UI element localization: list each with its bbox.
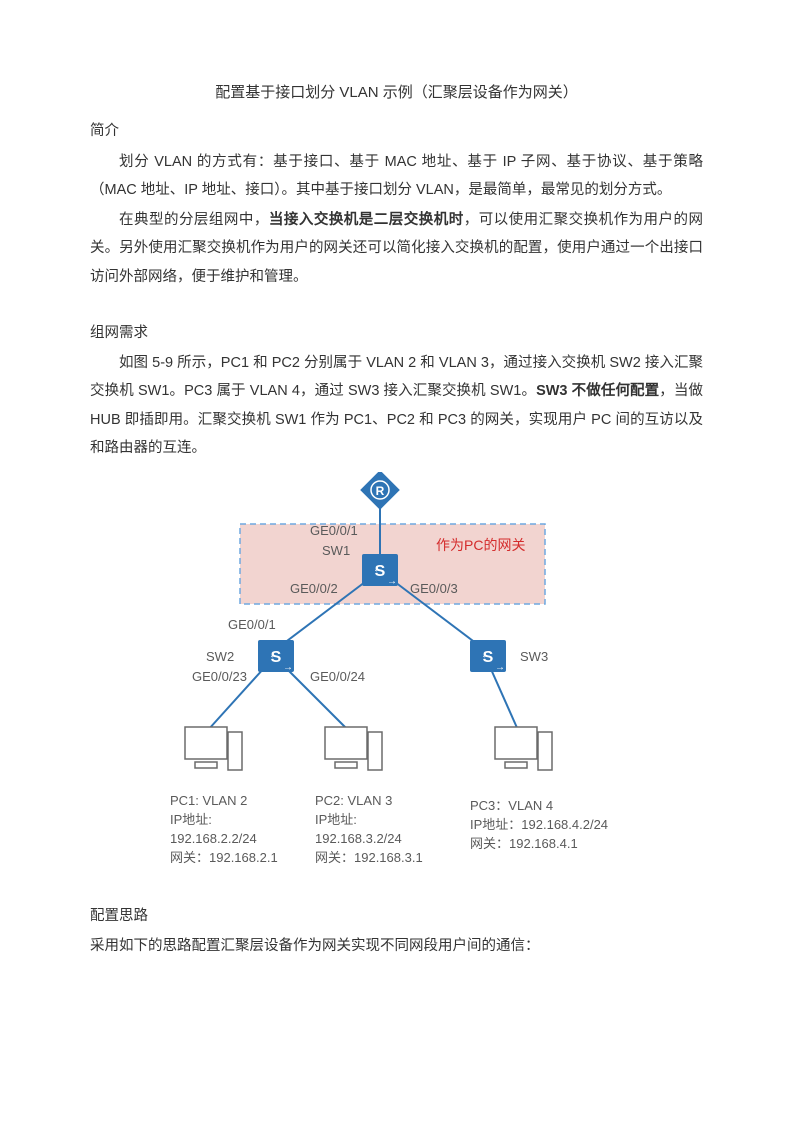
lbl-ge001-top: GE0/0/1 bbox=[310, 522, 358, 541]
svg-text:→: → bbox=[495, 662, 505, 673]
p3-bold: SW3 不做任何配置 bbox=[536, 383, 659, 399]
pc3-icon bbox=[495, 727, 552, 770]
router-icon: R bbox=[360, 472, 400, 510]
sw1-icon: ← S → bbox=[362, 554, 398, 587]
lbl-ge003: GE0/0/3 bbox=[410, 580, 458, 599]
lbl-sw1: SW1 bbox=[322, 542, 350, 561]
lbl-ge002: GE0/0/2 bbox=[290, 580, 338, 599]
svg-text:S: S bbox=[271, 649, 282, 666]
lbl-ge001-sw2: GE0/0/1 bbox=[228, 616, 276, 635]
lbl-sw3: SW3 bbox=[520, 648, 548, 667]
link-sw3-pc3 bbox=[490, 667, 518, 730]
svg-text:→: → bbox=[387, 576, 397, 587]
page-title: 配置基于接口划分 VLAN 示例（汇聚层设备作为网关） bbox=[90, 78, 703, 107]
pc2-block: PC2: VLAN 3 IP地址: 192.168.3.2/24 网关：192.… bbox=[315, 792, 423, 867]
paragraph-3: 如图 5-9 所示，PC1 和 PC2 分别属于 VLAN 2 和 VLAN 3… bbox=[90, 349, 703, 462]
svg-text:S: S bbox=[375, 563, 386, 580]
lbl-gateway: 作为PC的网关 bbox=[436, 532, 525, 559]
pc1-icon bbox=[185, 727, 242, 770]
pc3-block: PC3：VLAN 4 IP地址：192.168.4.2/24 网关：192.16… bbox=[470, 797, 608, 854]
lbl-ge0023: GE0/0/23 bbox=[192, 668, 247, 687]
network-diagram: R ← S → ← S → ← S → bbox=[170, 472, 690, 892]
heading-think: 配置思路 bbox=[90, 902, 703, 930]
svg-text:S: S bbox=[483, 649, 494, 666]
svg-text:R: R bbox=[376, 484, 385, 498]
sw3-icon: ← S → bbox=[470, 640, 506, 673]
lbl-sw2: SW2 bbox=[206, 648, 234, 667]
p2-bold: 当接入交换机是二层交换机时 bbox=[269, 212, 464, 228]
paragraph-1: 划分 VLAN 的方式有：基于接口、基于 MAC 地址、基于 IP 子网、基于协… bbox=[90, 148, 703, 205]
paragraph-4: 采用如下的思路配置汇聚层设备作为网关实现不同网段用户间的通信： bbox=[90, 932, 703, 960]
pc2-icon bbox=[325, 727, 382, 770]
svg-text:→: → bbox=[283, 662, 293, 673]
p2-a: 在典型的分层组网中， bbox=[119, 212, 269, 228]
sw2-icon: ← S → bbox=[258, 640, 294, 673]
pc1-block: PC1: VLAN 2 IP地址: 192.168.2.2/24 网关：192.… bbox=[170, 792, 278, 867]
heading-intro: 简介 bbox=[90, 117, 703, 145]
heading-req: 组网需求 bbox=[90, 319, 703, 347]
lbl-ge0024: GE0/0/24 bbox=[310, 668, 365, 687]
paragraph-2: 在典型的分层组网中，当接入交换机是二层交换机时，可以使用汇聚交换机作为用户的网关… bbox=[90, 206, 703, 291]
